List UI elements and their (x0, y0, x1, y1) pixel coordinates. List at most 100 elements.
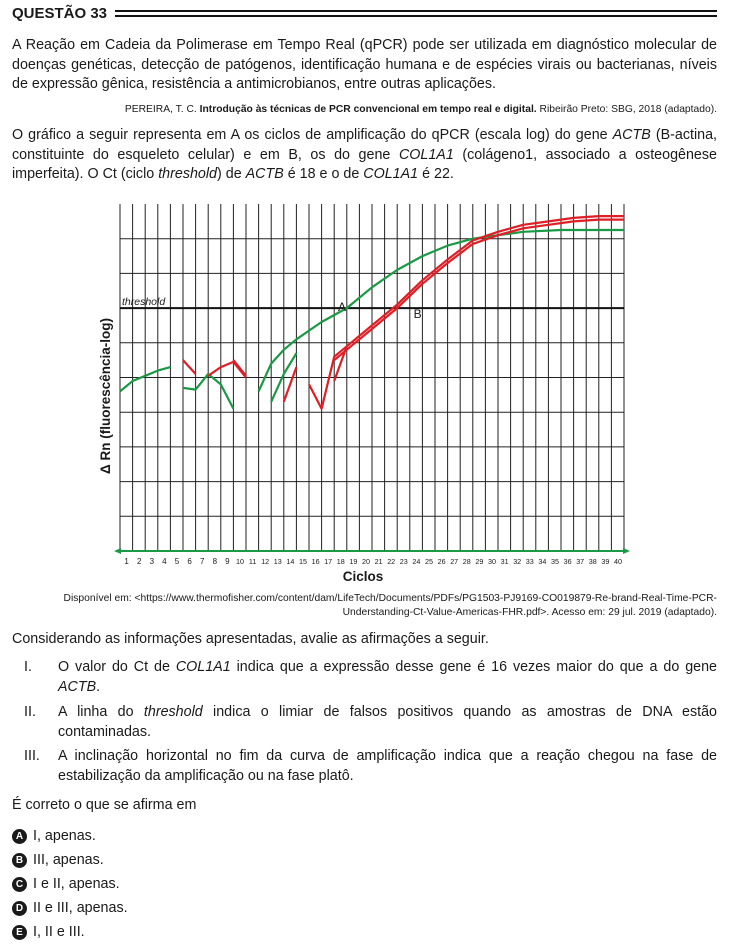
statement-number: III. (24, 748, 40, 764)
x-tick-label: 40 (614, 557, 622, 566)
statement-text-pre: O valor do Ct de (58, 659, 176, 675)
series-b-line (282, 366, 298, 403)
x-tick-label: 24 (412, 557, 420, 566)
gene-actb: ACTB (612, 127, 651, 143)
statement-text-post: . (96, 678, 101, 695)
threshold-word: threshold (158, 166, 218, 182)
statement-gene-actb: ACTB (58, 678, 97, 695)
statement-threshold-word: threshold (143, 704, 203, 720)
statement-gene-col1a1: COL1A1 (175, 659, 231, 675)
x-tick-label: 30 (488, 557, 496, 566)
option-text: III, apenas. (33, 852, 104, 868)
series-a-line (182, 372, 235, 410)
curve-label-b: B (414, 307, 422, 321)
graph-text-4: ) de (217, 166, 246, 182)
figure-source: Disponível em: <https://www.thermofisher… (63, 593, 717, 618)
x-tick-label: 31 (501, 557, 509, 566)
x-tick-label: 26 (438, 557, 446, 566)
x-tick-label: 38 (589, 557, 597, 566)
x-tick-label: 5 (175, 557, 180, 566)
option-text: I, apenas. (33, 828, 96, 844)
option-text: II e III, apenas. (33, 900, 128, 916)
x-tick-label: 35 (551, 557, 559, 566)
intro-paragraph: A Reação em Cadeia da Polimerase em Temp… (12, 37, 717, 92)
option-text: I e II, apenas. (33, 876, 120, 892)
x-tick-label: 16 (312, 557, 320, 566)
x-tick-labels: 1 2 3 4 5 6 7 8 9 10 11 12 13 14 15 16 17 18 19 20 21 22 23 24 2… (124, 557, 622, 566)
option-letter-a: A (12, 829, 27, 844)
gene-col1a1-2: COL1A1 (363, 166, 419, 182)
x-tick-label: 12 (261, 557, 269, 566)
prompt-text: Considerando as informações apresentadas… (12, 631, 489, 647)
x-tick-label: 37 (576, 557, 584, 566)
graph-text-1: O gráfico a seguir representa em A os ci… (12, 127, 613, 143)
series-group (119, 215, 624, 410)
series-b-line (333, 218, 624, 361)
x-tick-label: 34 (538, 557, 546, 566)
series-b-line (182, 359, 197, 375)
citation-publisher: Ribeirão Preto: SBG, 2018 (adaptado). (536, 104, 717, 115)
qpcr-chart: 1 2 3 4 5 6 7 8 9 10 11 12 13 14 15 16 17 18 19 20 21 22 23 24 2… (98, 204, 630, 584)
x-tick-label: 15 (299, 557, 307, 566)
x-tick-label: 32 (513, 557, 521, 566)
series-b-line (333, 215, 624, 382)
x-tick-label: 20 (362, 557, 370, 566)
x-tick-label: 14 (286, 557, 294, 566)
y-axis-title: Δ Rn (fluorescência-log) (98, 318, 113, 474)
question-title: QUESTÃO 33 (12, 4, 116, 24)
option-b[interactable]: B III, apenas. (12, 850, 104, 870)
series-a-line (295, 228, 624, 341)
x-tick-label: 2 (137, 557, 142, 566)
series-a-line (119, 366, 171, 393)
series-a-line (270, 352, 298, 403)
graph-text-2: (B-actina, constituinte do esqueleto cel… (12, 127, 718, 163)
statement-text-mid: indica o limiar de falsos positivos quan… (58, 704, 718, 740)
option-letter-c: C (12, 877, 27, 892)
x-axis-title: Ciclos (343, 569, 384, 584)
option-d[interactable]: D II e III, apenas. (12, 898, 128, 918)
x-tick-label: 11 (249, 557, 256, 566)
x-tick-label: 9 (225, 557, 230, 566)
x-tick-label: 29 (475, 557, 483, 566)
statement-text: A inclinação horizontal no fim da curva … (58, 748, 717, 784)
x-tick-label: 17 (324, 557, 332, 566)
option-letter-e: E (12, 925, 27, 940)
option-e[interactable]: E I, II e III. (12, 922, 85, 942)
x-tick-label: 6 (187, 557, 192, 566)
statement-number: I. (24, 659, 32, 675)
series-b-line (308, 345, 348, 410)
option-a[interactable]: A I, apenas. (12, 826, 96, 846)
curve-label-a: A (338, 300, 346, 314)
question-header: QUESTÃO 33 (12, 4, 717, 24)
series-a-line (257, 338, 298, 392)
ask-text: É correto o que se afirma em (12, 797, 197, 813)
statement-text: A linha do threshold indica o limiar de … (58, 703, 717, 742)
graph-description: O gráfico a seguir representa em A os ci… (12, 126, 717, 185)
graph-text-3: (colágeno1, associado a osteogênese impe… (12, 146, 717, 183)
x-tick-label: 3 (150, 557, 155, 566)
x-tick-label: 19 (349, 557, 357, 566)
statement-text-mid: indica que a expressão desse gene é 16 v… (230, 659, 717, 675)
x-tick-label: 25 (425, 557, 433, 566)
x-tick-label: 21 (375, 557, 383, 566)
axis-arrow-left (114, 548, 121, 554)
x-tick-label: 33 (526, 557, 534, 566)
graph-text-6: é 22. (418, 166, 454, 182)
x-tick-label: 13 (274, 557, 282, 566)
option-c[interactable]: C I e II, apenas. (12, 874, 120, 894)
statement-number: II. (24, 704, 36, 720)
header-rule (112, 10, 717, 17)
x-tick-label: 27 (450, 557, 458, 566)
x-tick-label: 18 (337, 557, 345, 566)
axis-arrow-right (623, 548, 630, 554)
threshold-label: threshold (122, 296, 166, 308)
x-tick-label: 36 (564, 557, 572, 566)
series-b-line (232, 359, 247, 377)
x-tick-label: 23 (400, 557, 408, 566)
option-letter-d: D (12, 901, 27, 916)
x-tick-label: 28 (463, 557, 471, 566)
option-letter-b: B (12, 853, 27, 868)
gene-actb-2: ACTB (245, 166, 284, 182)
option-text: I, II e III. (33, 924, 85, 940)
x-tick-label: 39 (601, 557, 609, 566)
